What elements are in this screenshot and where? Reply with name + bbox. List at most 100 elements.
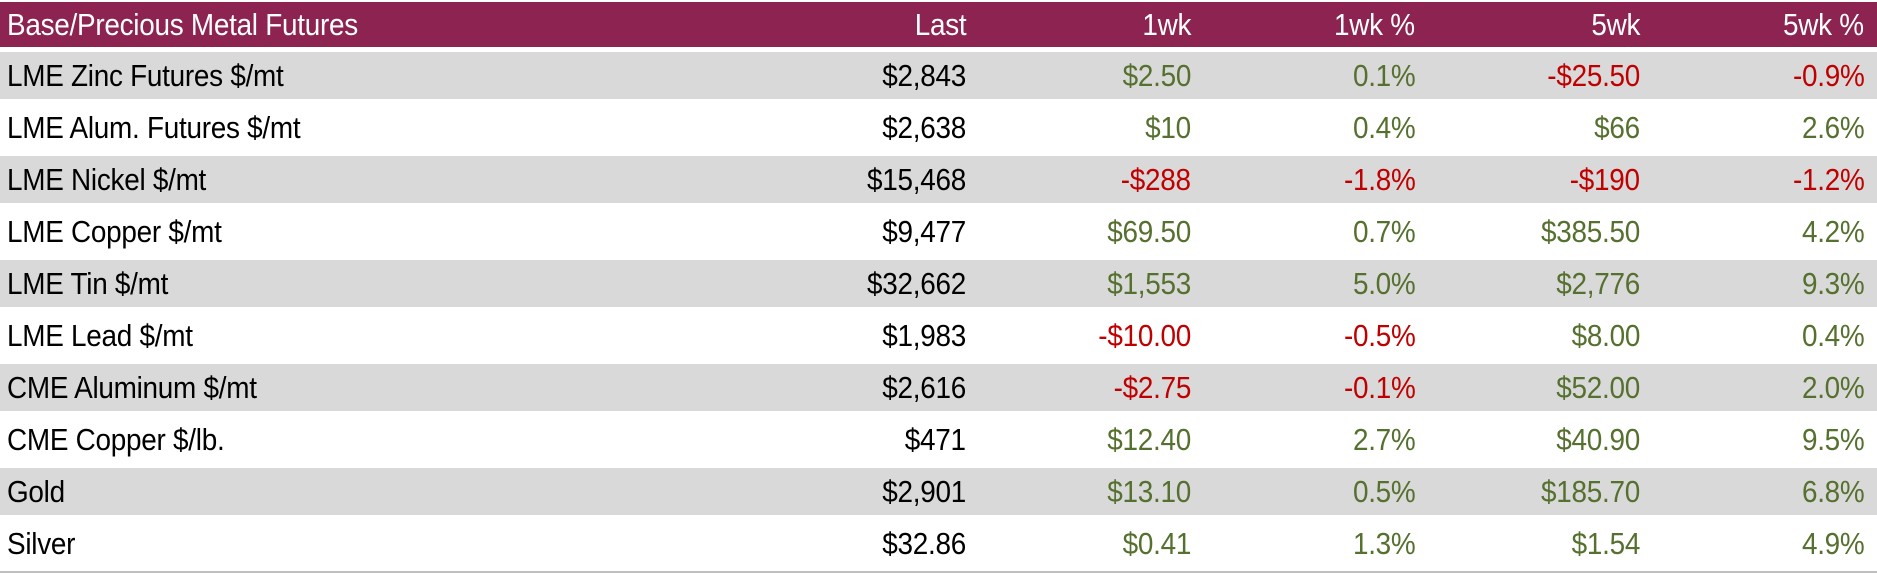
last-value-cell: $9,477 (755, 208, 979, 255)
table-row: LME Tin $/mt $32,662 $1,553 5.0% $2,776 … (0, 260, 1877, 307)
row-label-cell: LME Lead $/mt (0, 312, 755, 359)
5wk-change-cell: $8.00 (1428, 312, 1653, 359)
5wk-change-value: $185.70 (1541, 473, 1640, 509)
1wk-change-value: $2.50 (1122, 57, 1192, 93)
1wk-change-value: $13.10 (1107, 473, 1191, 509)
row-label: Silver (7, 525, 76, 561)
5wk-change-value: $40.90 (1556, 421, 1640, 457)
table-header-row: Base/Precious Metal Futures Last 1wk 1wk… (0, 2, 1877, 47)
5wk-pct-change-cell: 2.0% (1653, 364, 1877, 411)
5wk-change-value: -$190 (1569, 161, 1640, 197)
table-bottom-border (0, 571, 1877, 573)
1wk-change-value: -$288 (1120, 161, 1191, 197)
column-header-last: Last (914, 6, 966, 42)
1wk-pct-change-value: -1.8% (1343, 161, 1415, 197)
1wk-change-cell: -$288 (979, 156, 1204, 203)
row-label: LME Lead $/mt (7, 317, 193, 353)
column-header-5wk: 5wk (1591, 6, 1640, 42)
last-value-cell: $2,616 (755, 364, 979, 411)
last-value-cell: $32.86 (755, 520, 979, 567)
1wk-pct-change-cell: 0.5% (1204, 468, 1428, 515)
5wk-change-cell: $40.90 (1428, 416, 1653, 463)
table-row: LME Alum. Futures $/mt $2,638 $10 0.4% $… (0, 104, 1877, 151)
5wk-change-value: -$25.50 (1547, 57, 1640, 93)
1wk-change-value: $69.50 (1107, 213, 1191, 249)
1wk-pct-change-value: 0.1% (1352, 57, 1415, 93)
last-value-cell: $2,638 (755, 104, 979, 151)
last-value: $471 (905, 421, 966, 457)
5wk-pct-change-value: 9.5% (1801, 421, 1864, 457)
table-row: Gold $2,901 $13.10 0.5% $185.70 6.8% (0, 468, 1877, 515)
5wk-pct-change-cell: 4.9% (1653, 520, 1877, 567)
last-value-cell: $471 (755, 416, 979, 463)
1wk-pct-change-cell: -0.5% (1204, 312, 1428, 359)
last-value: $32.86 (882, 525, 966, 561)
last-value-cell: $1,983 (755, 312, 979, 359)
row-label-cell: LME Tin $/mt (0, 260, 755, 307)
1wk-pct-change-value: 0.5% (1352, 473, 1415, 509)
1wk-pct-change-cell: 2.7% (1204, 416, 1428, 463)
table-body: LME Zinc Futures $/mt $2,843 $2.50 0.1% … (0, 52, 1877, 567)
row-label: CME Aluminum $/mt (7, 369, 257, 405)
5wk-pct-change-value: 6.8% (1801, 473, 1864, 509)
5wk-pct-change-value: 4.9% (1801, 525, 1864, 561)
5wk-pct-change-cell: 9.3% (1653, 260, 1877, 307)
5wk-pct-change-cell: -1.2% (1653, 156, 1877, 203)
last-value-cell: $2,901 (755, 468, 979, 515)
5wk-change-cell: $185.70 (1428, 468, 1653, 515)
5wk-change-value: $385.50 (1541, 213, 1640, 249)
5wk-change-value: $8.00 (1571, 317, 1641, 353)
5wk-pct-change-value: 2.0% (1801, 369, 1864, 405)
last-value-cell: $32,662 (755, 260, 979, 307)
1wk-pct-change-cell: 1.3% (1204, 520, 1428, 567)
table-row: CME Copper $/lb. $471 $12.40 2.7% $40.90… (0, 416, 1877, 463)
5wk-change-cell: -$190 (1428, 156, 1653, 203)
row-label-cell: Silver (0, 520, 755, 567)
5wk-change-value: $2,776 (1556, 265, 1640, 301)
1wk-pct-change-cell: 0.7% (1204, 208, 1428, 255)
row-label: LME Tin $/mt (7, 265, 169, 301)
5wk-change-value: $66 (1594, 109, 1640, 145)
1wk-pct-change-cell: -0.1% (1204, 364, 1428, 411)
last-value: $2,638 (882, 109, 966, 145)
5wk-pct-change-value: 9.3% (1801, 265, 1864, 301)
1wk-pct-change-value: 1.3% (1352, 525, 1415, 561)
last-value: $1,983 (882, 317, 966, 353)
table-row: LME Lead $/mt $1,983 -$10.00 -0.5% $8.00… (0, 312, 1877, 359)
1wk-pct-change-value: -0.5% (1343, 317, 1415, 353)
row-label-cell: LME Alum. Futures $/mt (0, 104, 755, 151)
1wk-change-value: $12.40 (1107, 421, 1191, 457)
1wk-pct-change-value: -0.1% (1343, 369, 1415, 405)
table-row: LME Copper $/mt $9,477 $69.50 0.7% $385.… (0, 208, 1877, 255)
row-label-cell: LME Zinc Futures $/mt (0, 52, 755, 99)
5wk-change-value: $52.00 (1556, 369, 1640, 405)
row-label: Gold (7, 473, 65, 509)
row-label-cell: LME Nickel $/mt (0, 156, 755, 203)
5wk-pct-change-value: 0.4% (1801, 317, 1864, 353)
column-header-1wk-pct: 1wk % (1334, 6, 1415, 42)
1wk-change-cell: $10 (979, 104, 1204, 151)
1wk-change-value: $1,553 (1107, 265, 1191, 301)
5wk-change-cell: -$25.50 (1428, 52, 1653, 99)
1wk-change-value: $10 (1145, 109, 1191, 145)
table-row: Silver $32.86 $0.41 1.3% $1.54 4.9% (0, 520, 1877, 567)
table-title-cell: Base/Precious Metal Futures (0, 2, 755, 47)
row-label-cell: CME Aluminum $/mt (0, 364, 755, 411)
1wk-change-cell: $1,553 (979, 260, 1204, 307)
5wk-change-cell: $2,776 (1428, 260, 1653, 307)
last-value: $2,901 (882, 473, 966, 509)
table-row: CME Aluminum $/mt $2,616 -$2.75 -0.1% $5… (0, 364, 1877, 411)
1wk-change-cell: $12.40 (979, 416, 1204, 463)
5wk-pct-change-value: -1.2% (1792, 161, 1864, 197)
5wk-pct-change-value: 4.2% (1801, 213, 1864, 249)
1wk-change-cell: $0.41 (979, 520, 1204, 567)
1wk-pct-change-value: 5.0% (1352, 265, 1415, 301)
row-label: LME Copper $/mt (7, 213, 222, 249)
1wk-change-value: -$2.75 (1113, 369, 1192, 405)
5wk-change-value: $1.54 (1571, 525, 1641, 561)
column-header-5wk-pct: 5wk % (1783, 6, 1864, 42)
5wk-pct-change-value: -0.9% (1792, 57, 1864, 93)
1wk-pct-change-cell: 0.4% (1204, 104, 1428, 151)
table-row: LME Zinc Futures $/mt $2,843 $2.50 0.1% … (0, 52, 1877, 99)
